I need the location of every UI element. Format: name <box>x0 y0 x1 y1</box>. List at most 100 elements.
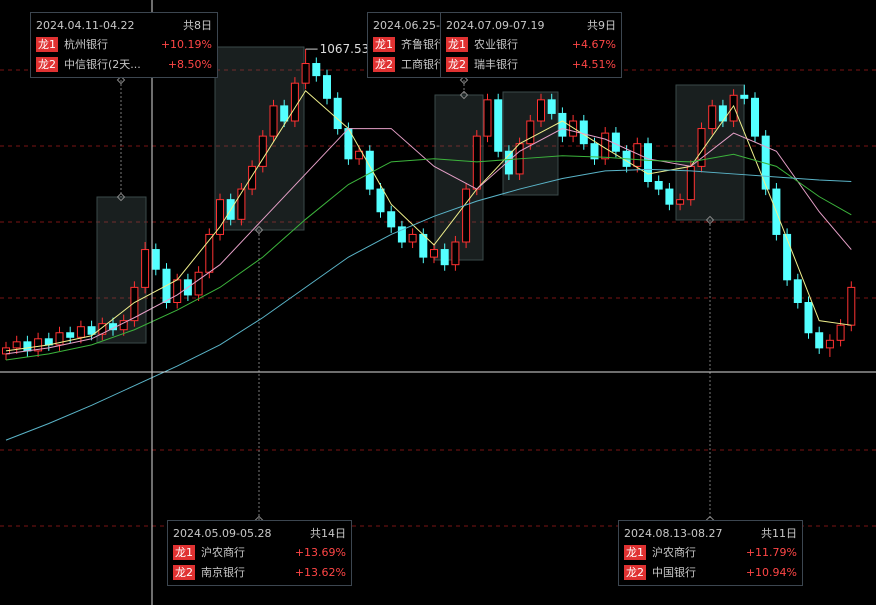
candle-body <box>494 99 503 152</box>
moving-average <box>5 89 852 352</box>
candle-body <box>365 150 374 190</box>
candle-body <box>451 241 460 266</box>
rank-badge: 龙1 <box>373 36 395 52</box>
candle-body <box>569 120 578 137</box>
callout: 2024.07.09-07.19 共9日龙1 农业银行 +4.67% 龙2 瑞丰银行 +4.… <box>440 12 622 78</box>
connector-end <box>116 192 126 202</box>
change-pct: +10.19% <box>160 37 212 51</box>
candle-body <box>430 249 438 258</box>
callout: 2024.04.11-04.22 共8日 龙1 杭州银行 +10.19% 龙2 中信银行(2… <box>30 12 218 78</box>
day-count: 共11日 <box>761 527 797 540</box>
candle-body <box>34 338 43 352</box>
stock-name: 沪农商行 <box>652 546 696 559</box>
change-pct: +10.94% <box>745 565 797 579</box>
candle-body <box>323 75 331 99</box>
candle-body <box>718 105 727 122</box>
candle-body <box>697 128 706 167</box>
rank-badge: 龙2 <box>373 56 395 72</box>
candle-body <box>440 249 449 266</box>
rank-badge: 龙2 <box>173 564 195 580</box>
candle-body <box>280 105 289 122</box>
candle-body <box>151 249 160 270</box>
candle-body <box>611 132 620 152</box>
candle-body <box>237 188 246 220</box>
candle-body <box>258 135 267 167</box>
moving-average <box>5 168 852 441</box>
candle-body <box>173 279 182 303</box>
callout: 2024.08.13-08.27 共11日 龙1 沪农商行 +11.79% 龙2 中国银行 +… <box>618 520 803 586</box>
candle-body <box>248 165 257 190</box>
date-range: 2024.05.09-05.28 <box>173 526 272 540</box>
rank-badge: 龙1 <box>36 36 58 52</box>
stock-name: 瑞丰银行 <box>474 58 518 71</box>
candle-body <box>590 143 599 160</box>
candle-body <box>654 181 663 190</box>
candle-body <box>194 271 203 296</box>
candle-body <box>87 326 96 335</box>
candle-body <box>387 211 396 228</box>
connector-end <box>459 90 469 100</box>
candle-body <box>483 99 492 137</box>
candle-body <box>397 226 406 243</box>
change-pct: +4.51% <box>571 57 616 71</box>
stock-name: 农业银行 <box>474 38 518 51</box>
candle-body <box>76 326 85 338</box>
candle-body <box>676 199 685 205</box>
candle-body <box>130 286 139 322</box>
rank-badge: 龙2 <box>624 564 646 580</box>
change-pct: +13.62% <box>294 565 346 579</box>
day-count: 共9日 <box>587 19 616 32</box>
candle-body <box>751 97 759 137</box>
candle-body <box>793 279 802 303</box>
stock-name: 杭州银行 <box>64 38 108 51</box>
callout: 2024.05.09-05.28 共14日 龙1 沪农商行 +13.69% 龙2 南京银行 +… <box>167 520 352 586</box>
candle-body <box>601 132 610 160</box>
stock-name: 工商银行 <box>401 58 445 71</box>
stock-name: 中信银行(2天... <box>64 58 141 71</box>
moving-average <box>5 128 852 355</box>
candle-body <box>408 233 417 243</box>
candle-body <box>825 339 834 349</box>
candle-body <box>836 324 845 341</box>
date-range: 2024.07.09-07.19 <box>446 18 545 32</box>
candle-body <box>12 341 21 349</box>
stock-name: 沪农商行 <box>201 546 245 559</box>
candle-body <box>579 120 588 145</box>
rank-badge: 龙1 <box>446 36 468 52</box>
candle-body <box>815 332 824 349</box>
date-range: 2024.06.25-0 <box>373 18 447 32</box>
candle-body <box>355 150 364 160</box>
candle-body <box>55 332 64 346</box>
stock-name: 南京银行 <box>201 566 245 579</box>
rank-badge: 龙1 <box>624 544 646 560</box>
candle-body <box>462 188 471 243</box>
change-pct: +8.50% <box>167 57 212 71</box>
candle-body <box>537 99 545 122</box>
candle-body <box>23 341 32 352</box>
candle-body <box>141 249 150 288</box>
candle-body <box>558 112 567 137</box>
candle-body <box>333 97 342 130</box>
connector-end <box>705 215 715 225</box>
candle-body <box>526 120 535 145</box>
candle-body <box>376 188 385 213</box>
candle-body <box>216 199 224 235</box>
candle-body <box>729 94 738 122</box>
rank-badge: 龙1 <box>173 544 195 560</box>
change-pct: +13.69% <box>294 545 346 559</box>
date-range: 2024.04.11-04.22 <box>36 18 135 32</box>
rank-badge: 龙2 <box>446 56 468 72</box>
candle-body <box>66 332 75 338</box>
moving-average <box>5 153 852 361</box>
connector-end <box>116 75 126 85</box>
candle-body <box>783 233 792 281</box>
candle-body <box>804 302 813 334</box>
candle-body <box>504 150 513 175</box>
change-pct: +4.67% <box>571 37 616 51</box>
candle-body <box>644 143 652 182</box>
candle-body <box>290 82 299 122</box>
candle-body <box>740 94 749 99</box>
stock-name: 齐鲁银行 <box>401 38 445 51</box>
